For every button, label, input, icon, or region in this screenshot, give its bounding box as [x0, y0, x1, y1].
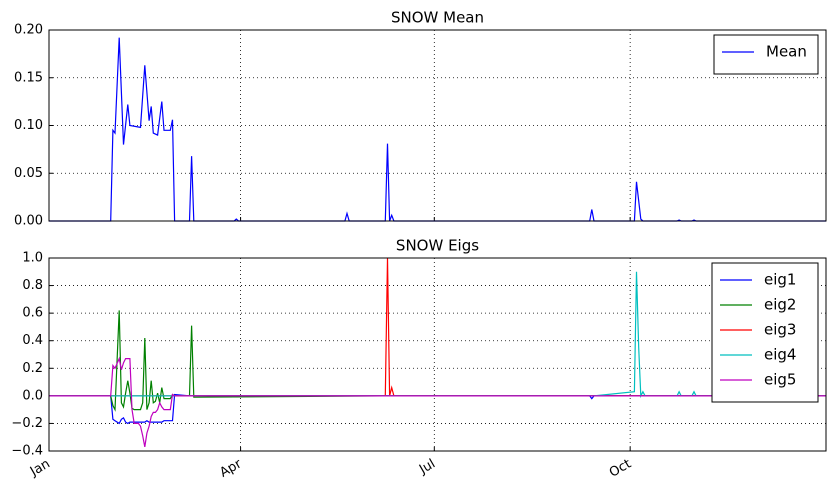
y-tick-label: 0.20	[14, 23, 43, 38]
y-tick-label: −0.4	[11, 444, 43, 459]
y-tick-label: 0.8	[22, 278, 43, 293]
y-tick-label: 0.15	[14, 70, 43, 85]
y-tick-label: 0.0	[22, 388, 43, 403]
legend-label: eig2	[764, 296, 796, 314]
y-tick-label: −0.2	[11, 416, 43, 431]
x-tick-label: Jan	[27, 457, 53, 481]
axes-frame	[48, 257, 827, 452]
series-line	[49, 271, 826, 399]
chart-title: SNOW Mean	[391, 9, 484, 27]
y-tick-label: 0.10	[14, 118, 43, 133]
legend-label: eig5	[764, 371, 796, 389]
x-tick-label: Apr	[217, 456, 245, 481]
x-tick-label: Jul	[416, 457, 438, 478]
y-tick-label: 0.4	[22, 333, 43, 348]
series-line	[49, 257, 826, 397]
chart-title: SNOW Eigs	[396, 237, 479, 255]
y-tick-label: 0.00	[14, 214, 43, 229]
legend-box	[711, 262, 819, 403]
series-line	[49, 310, 826, 412]
legend-label: eig4	[764, 346, 796, 364]
series-line	[49, 356, 826, 448]
axes-frame	[48, 29, 827, 222]
legend-label: eig3	[764, 321, 796, 339]
legend-label: Mean	[766, 43, 807, 61]
legend-box	[713, 34, 819, 75]
y-tick-label: 0.05	[14, 166, 43, 181]
y-tick-label: 1.0	[22, 251, 43, 266]
y-tick-label: 0.6	[22, 306, 43, 321]
legend-label: eig1	[764, 271, 796, 289]
y-tick-label: 0.2	[22, 361, 43, 376]
x-tick-label: Oct	[607, 457, 634, 481]
series-line	[49, 37, 826, 222]
